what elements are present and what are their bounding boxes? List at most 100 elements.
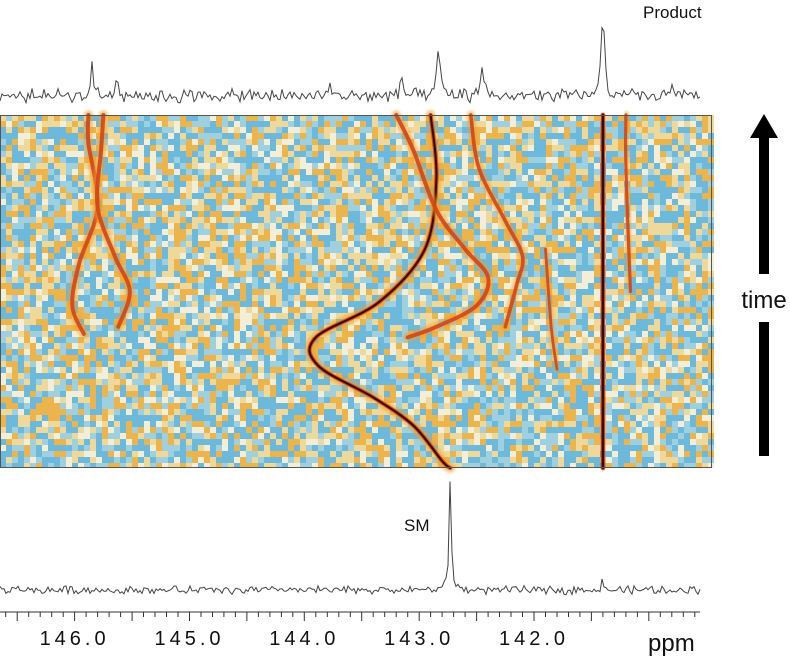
noise-cell [66,283,72,289]
noise-cell [342,253,348,259]
noise-cell [240,259,246,265]
noise-cell [324,253,330,259]
noise-cell [240,313,246,319]
noise-cell [312,157,318,163]
noise-cell [660,223,666,229]
noise-cell [588,223,594,229]
noise-cell [666,289,672,295]
noise-cell [306,151,312,157]
noise-cell [150,139,156,145]
noise-cell [30,127,36,133]
noise-cell [150,115,156,121]
noise-cell [84,163,90,169]
noise-cell [360,187,366,193]
noise-cell [522,229,528,235]
noise-cell [144,241,150,247]
noise-cell [36,325,42,331]
noise-cell [270,337,276,343]
noise-cell [312,181,318,187]
noise-cell [270,271,276,277]
noise-cell [162,361,168,367]
noise-cell [444,253,450,259]
noise-cell [486,169,492,175]
noise-cell [216,145,222,151]
noise-cell [516,361,522,367]
noise-cell [210,169,216,175]
noise-cell [84,187,90,193]
noise-cell [366,127,372,133]
noise-cell [396,361,402,367]
noise-cell [54,283,60,289]
noise-cell [48,181,54,187]
noise-cell [582,151,588,157]
noise-cell [684,217,690,223]
noise-cell [216,349,222,355]
noise-cell [216,241,222,247]
noise-cell [360,295,366,301]
noise-cell [342,229,348,235]
noise-cell [66,145,72,151]
noise-cell [222,235,228,241]
noise-cell [30,295,36,301]
noise-cell [384,325,390,331]
noise-cell [384,283,390,289]
noise-cell [192,265,198,271]
noise-cell [228,319,234,325]
noise-cell [654,361,660,367]
noise-cell [534,265,540,271]
noise-cell [42,151,48,157]
noise-cell [588,205,594,211]
noise-cell [486,145,492,151]
noise-cell [444,241,450,247]
noise-cell [330,229,336,235]
noise-cell [666,241,672,247]
noise-cell [102,199,108,205]
noise-cell [306,175,312,181]
noise-cell [282,217,288,223]
noise-cell [588,133,594,139]
noise-cell [144,343,150,349]
noise-cell [372,241,378,247]
noise-cell [252,211,258,217]
noise-cell [336,259,342,265]
noise-cell [252,181,258,187]
noise-cell [654,301,660,307]
noise-cell [108,361,114,367]
noise-cell [186,193,192,199]
heatmap-panel [0,109,714,474]
noise-cell [234,217,240,223]
noise-cell [654,223,660,229]
noise-cell [204,199,210,205]
noise-cell [54,277,60,283]
noise-cell [174,295,180,301]
noise-cell [678,121,684,127]
noise-cell [618,253,624,259]
noise-cell [90,325,96,331]
noise-cell [174,265,180,271]
noise-cell [366,289,372,295]
noise-cell [510,223,516,229]
noise-cell [360,127,366,133]
noise-cell [630,211,636,217]
noise-cell [348,157,354,163]
noise-cell [114,169,120,175]
noise-cell [288,133,294,139]
noise-cell [30,145,36,151]
noise-cell [54,169,60,175]
noise-cell [630,295,636,301]
noise-cell [570,199,576,205]
noise-cell [192,277,198,283]
noise-cell [120,295,126,301]
noise-cell [0,337,6,343]
noise-cell [18,241,24,247]
noise-cell [150,205,156,211]
noise-cell [414,271,420,277]
noise-cell [594,337,600,343]
noise-cell [36,229,42,235]
noise-cell [672,337,678,343]
noise-cell [360,259,366,265]
noise-cell [288,175,294,181]
noise-cell [66,199,72,205]
noise-cell [228,253,234,259]
noise-cell [684,157,690,163]
